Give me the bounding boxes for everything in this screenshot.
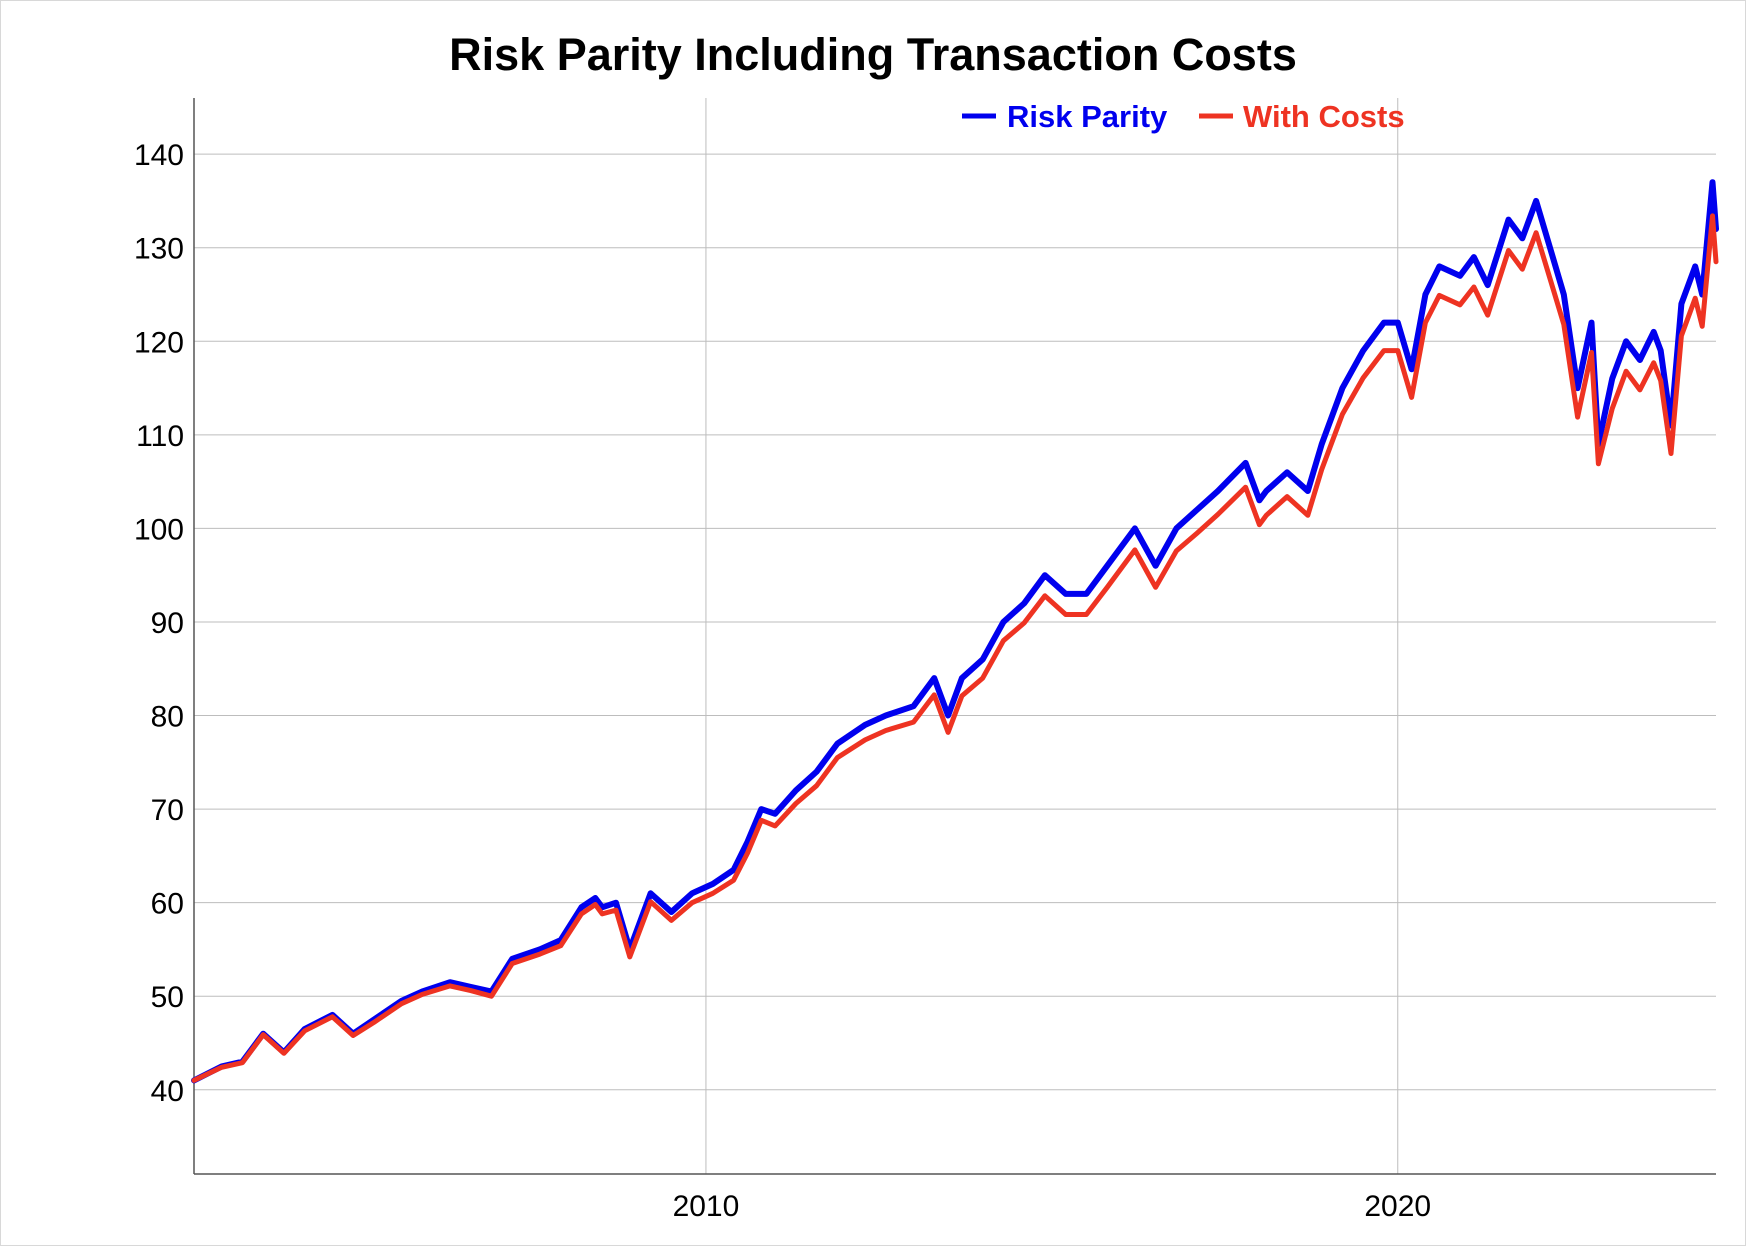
- y-tick-label: 80: [151, 701, 184, 734]
- y-tick-label: 50: [151, 981, 184, 1014]
- series-line-with-costs: [191, 213, 1719, 1083]
- y-tick-label: 100: [134, 513, 184, 546]
- x-tick-label: 2010: [673, 1190, 740, 1223]
- y-tick-label: 70: [151, 794, 184, 827]
- y-tick-label: 90: [151, 607, 184, 640]
- chart-title: Risk Parity Including Transaction Costs: [449, 29, 1297, 80]
- y-tick-label: 60: [151, 888, 184, 921]
- legend-label: Risk Parity: [1007, 99, 1168, 134]
- series-layer: [191, 179, 1719, 1084]
- x-tick-label: 2020: [1364, 1190, 1431, 1223]
- y-tick-label: 140: [134, 139, 184, 172]
- series-line-risk-parity: [191, 179, 1719, 1084]
- y-tick-label: 130: [134, 233, 184, 266]
- y-tick-label: 110: [136, 420, 184, 453]
- grid: [194, 98, 1716, 1174]
- y-tick-label: 120: [134, 326, 184, 359]
- legend-label: With Costs: [1243, 99, 1405, 134]
- legend: Risk Parity With Costs: [962, 99, 1405, 134]
- y-tick-label: 40: [151, 1075, 184, 1108]
- axes: 40 50 60 70 80 90 100 110 120 130 140 2010 2020: [134, 98, 1716, 1223]
